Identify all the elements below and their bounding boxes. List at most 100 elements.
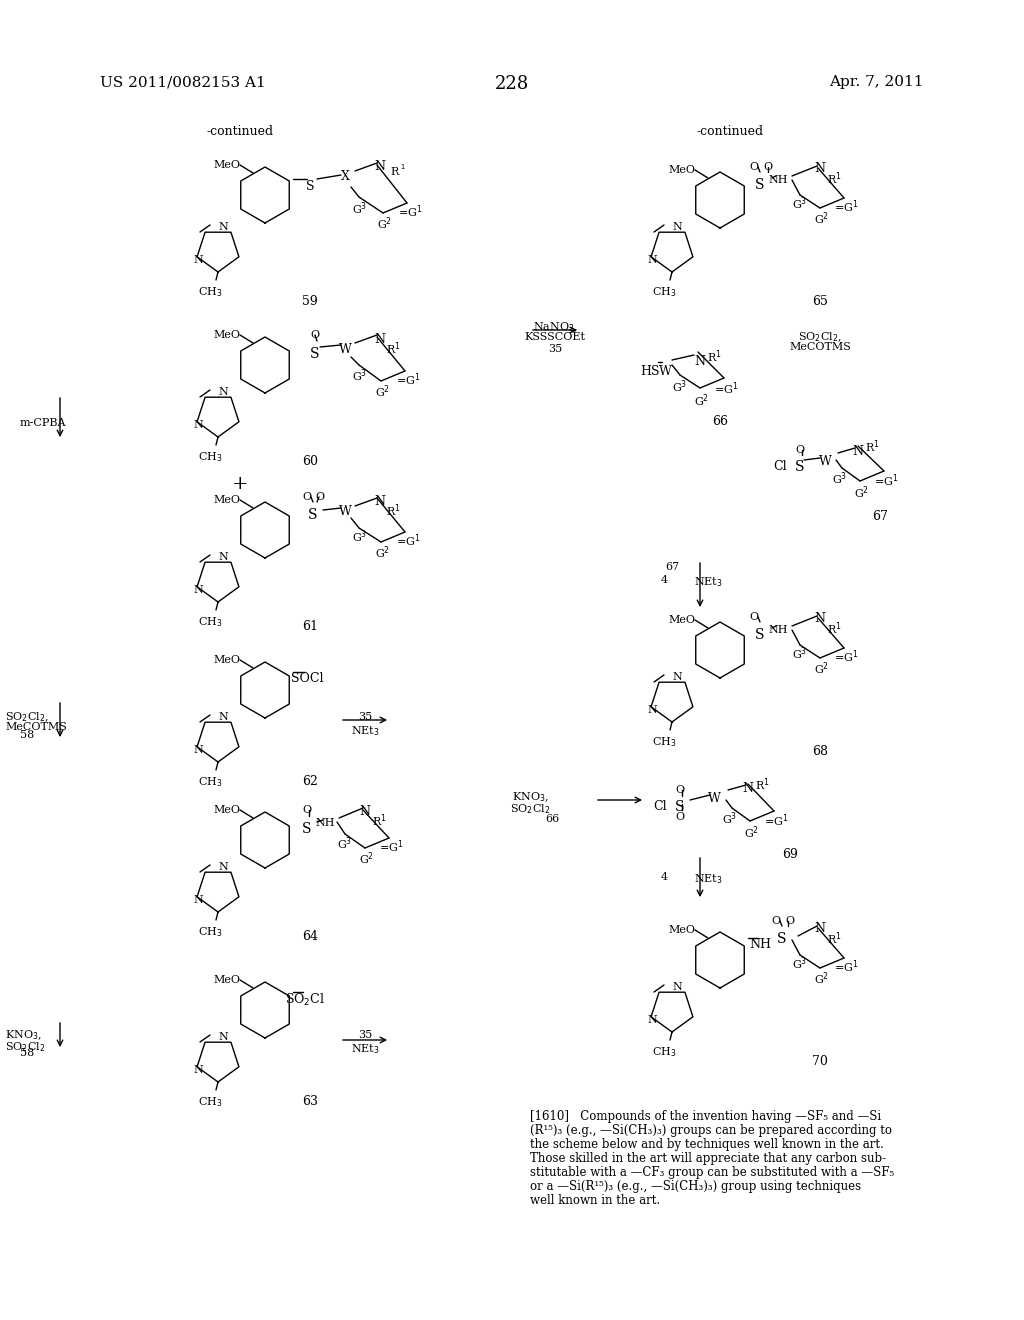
Text: MeO: MeO [213, 805, 240, 814]
Text: R$^1$: R$^1$ [864, 438, 880, 454]
Text: N: N [375, 160, 385, 173]
Text: =G$^1$: =G$^1$ [873, 473, 898, 488]
Text: HS: HS [640, 366, 659, 378]
Text: CH$_3$: CH$_3$ [651, 735, 676, 748]
Text: N: N [218, 711, 228, 722]
Text: O: O [676, 785, 685, 795]
Text: (R¹⁵)₃ (e.g., —Si(CH₃)₃) groups can be prepared according to: (R¹⁵)₃ (e.g., —Si(CH₃)₃) groups can be p… [530, 1125, 892, 1137]
Text: W: W [818, 455, 831, 469]
Text: or a —Si(R¹⁵)₃ (e.g., —Si(CH₃)₃) group using techniques: or a —Si(R¹⁵)₃ (e.g., —Si(CH₃)₃) group u… [530, 1180, 861, 1193]
Text: =G$^1$: =G$^1$ [834, 958, 858, 974]
Text: MeO: MeO [213, 160, 240, 170]
Text: 35: 35 [357, 711, 372, 722]
Text: +: + [231, 475, 248, 492]
Text: R$^1$: R$^1$ [826, 170, 842, 186]
Text: O: O [750, 612, 759, 622]
Text: S: S [796, 459, 805, 474]
Text: MeCOTMS: MeCOTMS [790, 342, 851, 352]
Text: W: W [339, 506, 351, 517]
Text: G$^2$: G$^2$ [359, 850, 375, 867]
Text: N: N [218, 552, 228, 562]
Text: G$^2$: G$^2$ [694, 392, 710, 409]
Text: S: S [310, 347, 319, 360]
Text: MeCOTMS: MeCOTMS [5, 722, 67, 733]
Text: 65: 65 [812, 294, 828, 308]
Text: N: N [375, 495, 385, 508]
Text: 67: 67 [872, 510, 888, 523]
Text: R$^1$: R$^1$ [755, 776, 769, 792]
Text: Apr. 7, 2011: Apr. 7, 2011 [829, 75, 924, 88]
Text: 60: 60 [302, 455, 318, 469]
Text: W: W [339, 343, 351, 356]
Text: MeO: MeO [213, 975, 240, 985]
Text: N: N [647, 1015, 656, 1026]
Text: N: N [694, 355, 706, 368]
Text: O: O [302, 492, 311, 502]
Text: =G$^1$: =G$^1$ [397, 203, 422, 219]
Text: SO$_2$Cl$_2$,: SO$_2$Cl$_2$, [5, 710, 49, 723]
Text: MeO: MeO [213, 330, 240, 341]
Text: 58: 58 [20, 730, 34, 741]
Text: N: N [218, 1032, 228, 1041]
Text: N: N [814, 612, 825, 624]
Text: NaNO$_2$,: NaNO$_2$, [532, 319, 578, 334]
Text: =G$^1$: =G$^1$ [834, 648, 858, 664]
Text: NH: NH [768, 624, 787, 635]
Text: MeO: MeO [668, 165, 695, 176]
Text: G$^3$: G$^3$ [793, 195, 808, 211]
Text: R$^1$: R$^1$ [707, 348, 721, 364]
Text: MeO: MeO [668, 925, 695, 935]
Text: MeO: MeO [213, 495, 240, 506]
Text: G$^3$: G$^3$ [793, 645, 808, 661]
Text: N: N [672, 222, 682, 232]
Text: S: S [306, 180, 314, 193]
Text: =G$^1$: =G$^1$ [714, 380, 738, 396]
Text: 35: 35 [548, 345, 562, 354]
Text: G$^3$: G$^3$ [352, 528, 368, 545]
Text: CH$_3$: CH$_3$ [198, 775, 222, 789]
Text: CH$_3$: CH$_3$ [198, 1096, 222, 1109]
Text: CH$_3$: CH$_3$ [198, 285, 222, 298]
Text: =G$^1$: =G$^1$ [395, 532, 420, 549]
Text: S: S [675, 800, 685, 814]
Text: O: O [771, 916, 780, 927]
Text: US 2011/0082153 A1: US 2011/0082153 A1 [100, 75, 266, 88]
Text: O: O [750, 162, 759, 172]
Text: NEt$_3$: NEt$_3$ [350, 723, 379, 738]
Text: S: S [756, 178, 765, 191]
Text: well known in the art.: well known in the art. [530, 1195, 660, 1206]
Text: N: N [218, 222, 228, 232]
Text: Cl: Cl [773, 459, 786, 473]
Text: G$^3$: G$^3$ [673, 378, 688, 395]
Text: X: X [341, 170, 349, 183]
Text: 68: 68 [812, 744, 828, 758]
Text: Cl: Cl [653, 800, 667, 813]
Text: R$^1$: R$^1$ [826, 620, 842, 636]
Text: KSSSCOEt: KSSSCOEt [524, 333, 586, 342]
Text: NH: NH [749, 939, 771, 950]
Text: 69: 69 [782, 847, 798, 861]
Text: KNO$_3$,: KNO$_3$, [512, 789, 549, 804]
Text: =G$^1$: =G$^1$ [834, 198, 858, 215]
Text: S: S [756, 628, 765, 642]
Text: SOCl: SOCl [291, 672, 324, 685]
Text: 62: 62 [302, 775, 317, 788]
Text: R: R [391, 168, 399, 177]
Text: 63: 63 [302, 1096, 318, 1107]
Text: =G$^1$: =G$^1$ [395, 371, 420, 388]
Text: =G$^1$: =G$^1$ [764, 812, 788, 829]
Text: CH$_3$: CH$_3$ [198, 925, 222, 939]
Text: N: N [218, 862, 228, 873]
Text: CH$_3$: CH$_3$ [651, 1045, 676, 1059]
Text: N: N [647, 255, 656, 265]
Text: O: O [315, 492, 325, 502]
Text: O: O [676, 812, 685, 822]
Text: R$^1$: R$^1$ [386, 341, 400, 356]
Text: N: N [194, 895, 203, 906]
Text: MeO: MeO [213, 655, 240, 665]
Text: S: S [302, 822, 311, 836]
Text: -continued: -continued [207, 125, 273, 139]
Text: 66: 66 [712, 414, 728, 428]
Text: N: N [853, 445, 863, 458]
Text: G$^2$: G$^2$ [376, 383, 390, 400]
